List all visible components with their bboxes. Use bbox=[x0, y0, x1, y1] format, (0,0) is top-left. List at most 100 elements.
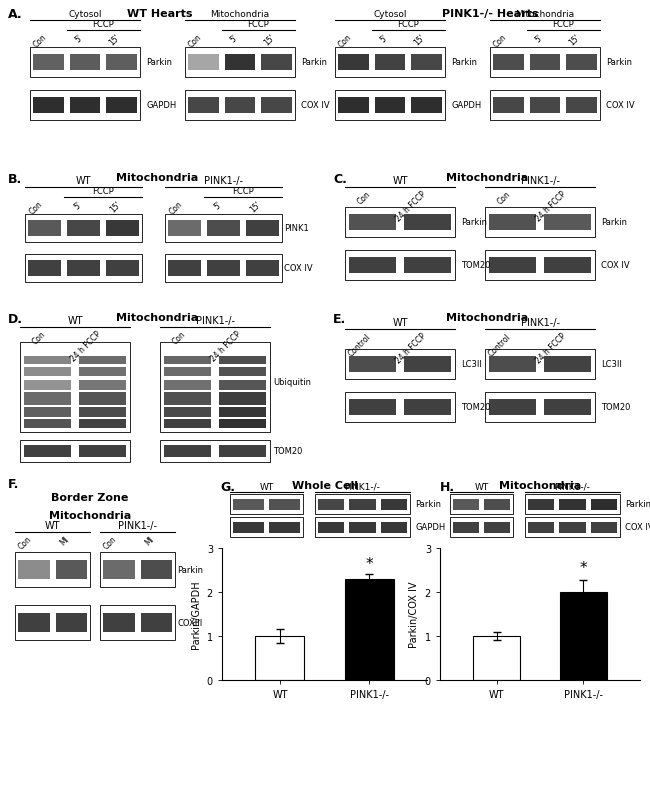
Bar bbox=[315, 517, 410, 537]
Bar bbox=[140, 613, 172, 632]
Text: 24 h FCCP: 24 h FCCP bbox=[534, 331, 567, 365]
Bar bbox=[255, 636, 304, 680]
Bar bbox=[530, 98, 560, 114]
Bar bbox=[246, 261, 279, 277]
Text: A.: A. bbox=[8, 8, 23, 21]
Text: PINK1-/-: PINK1-/- bbox=[118, 520, 157, 530]
Bar bbox=[560, 592, 607, 680]
Bar bbox=[67, 261, 100, 277]
Bar bbox=[338, 98, 369, 114]
Text: Mitochondria: Mitochondria bbox=[499, 480, 581, 490]
Bar bbox=[79, 380, 125, 391]
Text: *: * bbox=[365, 556, 373, 571]
Bar bbox=[103, 613, 135, 632]
Bar bbox=[220, 380, 266, 391]
Text: MI: MI bbox=[144, 534, 156, 547]
Text: WT: WT bbox=[67, 316, 83, 326]
Bar bbox=[525, 494, 620, 514]
Text: Cytosol: Cytosol bbox=[373, 10, 407, 19]
Bar bbox=[79, 445, 125, 457]
Bar bbox=[168, 261, 201, 277]
Bar bbox=[25, 255, 142, 282]
Text: 15': 15' bbox=[412, 33, 426, 47]
Text: WT: WT bbox=[392, 318, 408, 327]
Bar bbox=[30, 91, 140, 121]
Text: 15': 15' bbox=[108, 200, 122, 214]
Text: 5': 5' bbox=[73, 33, 85, 44]
Text: 24 h FCCP: 24 h FCCP bbox=[534, 190, 567, 224]
Text: Con: Con bbox=[337, 33, 354, 50]
Text: D.: D. bbox=[8, 313, 23, 326]
Bar bbox=[25, 393, 71, 406]
Text: 24 h FCCP: 24 h FCCP bbox=[394, 331, 428, 365]
Text: Parkin: Parkin bbox=[606, 59, 632, 67]
Bar bbox=[207, 261, 240, 277]
Text: F.: F. bbox=[8, 477, 20, 490]
Text: FCCP: FCCP bbox=[92, 20, 114, 29]
Bar bbox=[591, 499, 618, 510]
Text: *: * bbox=[580, 561, 588, 576]
Text: Parkin: Parkin bbox=[177, 565, 203, 574]
Bar bbox=[79, 368, 125, 377]
Text: G.: G. bbox=[220, 480, 235, 493]
Bar bbox=[452, 522, 479, 533]
Bar bbox=[490, 48, 600, 78]
Bar bbox=[381, 499, 408, 510]
Text: Parkin: Parkin bbox=[415, 500, 441, 508]
Text: Con: Con bbox=[187, 33, 203, 50]
Bar bbox=[164, 445, 211, 457]
Bar bbox=[106, 98, 137, 114]
Text: Mitochondria: Mitochondria bbox=[116, 172, 198, 183]
Text: COX IV: COX IV bbox=[625, 523, 650, 532]
Bar bbox=[25, 357, 71, 364]
Bar bbox=[545, 356, 591, 373]
Text: Parkin: Parkin bbox=[301, 59, 327, 67]
Bar bbox=[525, 517, 620, 537]
Bar bbox=[404, 356, 450, 373]
Bar bbox=[168, 221, 201, 237]
Text: Parkin: Parkin bbox=[625, 500, 650, 508]
Bar bbox=[404, 257, 450, 274]
Bar bbox=[28, 261, 61, 277]
Bar bbox=[100, 553, 175, 587]
Bar bbox=[55, 560, 87, 579]
Bar bbox=[261, 98, 292, 114]
Text: GAPDH: GAPDH bbox=[415, 523, 445, 532]
Text: FCCP: FCCP bbox=[232, 187, 254, 196]
Bar bbox=[79, 407, 125, 417]
Text: 5': 5' bbox=[229, 33, 240, 44]
Bar bbox=[220, 445, 266, 457]
Bar bbox=[318, 499, 344, 510]
Text: Mitochondria: Mitochondria bbox=[446, 172, 528, 183]
Text: TOM20: TOM20 bbox=[461, 403, 490, 412]
Bar bbox=[160, 440, 270, 463]
Y-axis label: Parkin/COX IV: Parkin/COX IV bbox=[409, 581, 419, 647]
Text: LC3II: LC3II bbox=[601, 360, 622, 369]
Bar bbox=[473, 636, 521, 680]
Bar bbox=[345, 392, 455, 423]
Text: E.: E. bbox=[333, 313, 346, 326]
Bar bbox=[25, 420, 71, 428]
Text: 15': 15' bbox=[262, 33, 277, 47]
Bar bbox=[345, 350, 455, 379]
Text: Cytosol: Cytosol bbox=[68, 10, 102, 19]
Bar bbox=[230, 494, 303, 514]
Text: Mitochondria: Mitochondria bbox=[116, 313, 198, 322]
Text: Parkin: Parkin bbox=[146, 59, 172, 67]
Bar bbox=[450, 494, 513, 514]
Bar bbox=[528, 522, 554, 533]
Text: WT: WT bbox=[259, 482, 274, 492]
Bar bbox=[25, 380, 71, 391]
Text: Parkin: Parkin bbox=[601, 218, 627, 227]
Bar bbox=[411, 55, 442, 71]
Bar bbox=[79, 393, 125, 406]
Bar bbox=[20, 440, 130, 463]
Bar bbox=[106, 55, 137, 71]
Text: WT: WT bbox=[474, 482, 489, 492]
Text: WT Hearts: WT Hearts bbox=[127, 9, 193, 19]
Bar bbox=[489, 356, 536, 373]
Bar bbox=[79, 357, 125, 364]
Bar bbox=[269, 499, 300, 510]
Text: Mitochondria: Mitochondria bbox=[515, 10, 575, 19]
Bar bbox=[140, 560, 172, 579]
